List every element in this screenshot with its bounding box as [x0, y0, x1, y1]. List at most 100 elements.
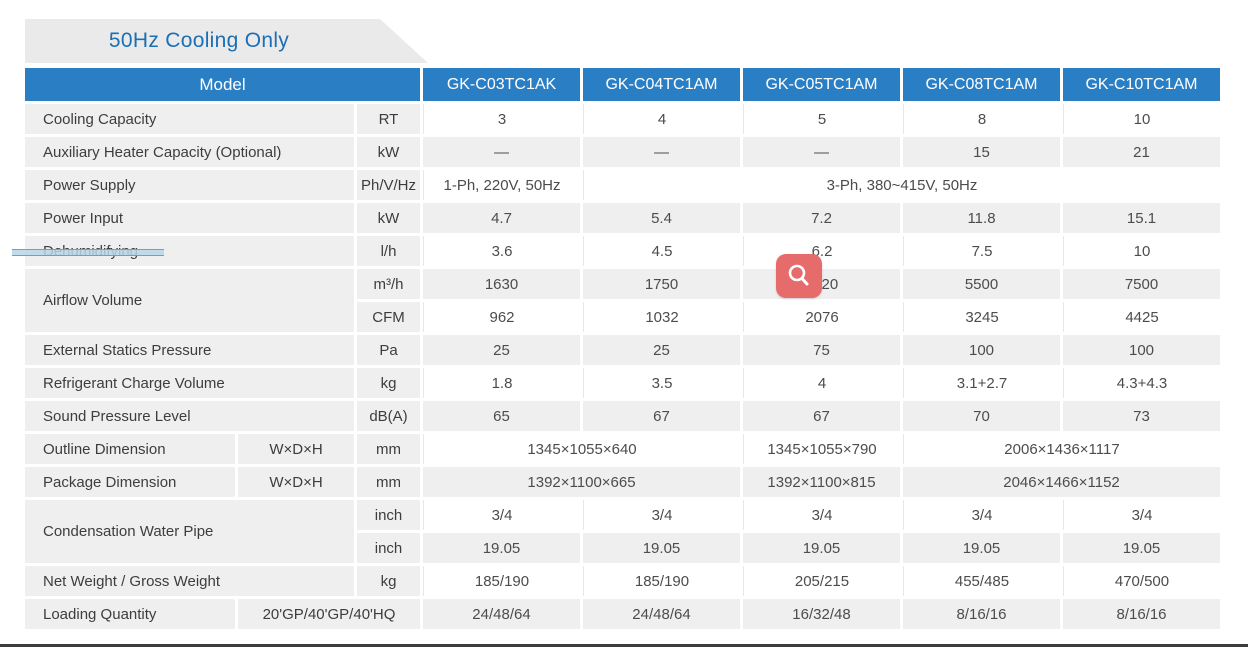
screenshot-bottom-edge	[0, 644, 1248, 647]
value-cell: 3/4	[423, 500, 580, 530]
spec-label: Cooling Capacity	[25, 104, 354, 134]
value-cell: 8/16/16	[1063, 599, 1220, 629]
value-cell: 4.5	[583, 236, 740, 266]
spec-row-cooling-capacity: Cooling Capacity RT 3 4 5 8 10	[25, 104, 1220, 134]
unit-cell: kW	[357, 203, 420, 233]
value-cell: 1750	[583, 269, 740, 299]
value-cell: 5.4	[583, 203, 740, 233]
value-cell: 1-Ph, 220V, 50Hz	[423, 170, 580, 200]
unit-cell: inch	[357, 533, 420, 563]
value-cell: 3.6	[423, 236, 580, 266]
spec-label: Net Weight / Gross Weight	[25, 566, 354, 596]
value-cell: 4	[583, 104, 740, 134]
value-cell: 1.8	[423, 368, 580, 398]
value-cell: 3/4	[743, 500, 900, 530]
spec-row-airflow-cfm: CFM 962 1032 2076 3245 4425	[25, 302, 1220, 332]
value-cell: 25	[583, 335, 740, 365]
spec-label: Package Dimension	[25, 467, 235, 497]
value-cell: 185/190	[423, 566, 580, 596]
spec-label: Condensation Water Pipe	[25, 500, 354, 563]
model-header-cell: Model	[25, 68, 420, 101]
value-cell: 4.3+4.3	[1063, 368, 1220, 398]
value-cell: 19.05	[583, 533, 740, 563]
value-cell: 24/48/64	[583, 599, 740, 629]
value-cell: 1345×1055×790	[743, 434, 900, 464]
value-cell: 65	[423, 401, 580, 431]
unit-cell: mm	[357, 434, 420, 464]
spec-row-external-static-pressure: External Statics Pressure Pa 25 25 75 10…	[25, 335, 1220, 365]
value-cell: 3245	[903, 302, 1060, 332]
value-cell: 1630	[423, 269, 580, 299]
spec-label: Loading Quantity	[25, 599, 235, 629]
value-cell: 3-Ph, 380~415V, 50Hz	[583, 170, 1220, 200]
spec-row-power-supply: Power Supply Ph/V/Hz 1-Ph, 220V, 50Hz 3-…	[25, 170, 1220, 200]
unit-cell: kg	[357, 566, 420, 596]
spec-label: External Statics Pressure	[25, 335, 354, 365]
model-column-header: GK-C04TC1AM	[583, 68, 740, 101]
value-cell: 75	[743, 335, 900, 365]
model-column-header: GK-C08TC1AM	[903, 68, 1060, 101]
unit-cell: Ph/V/Hz	[357, 170, 420, 200]
model-column-header: GK-C05TC1AM	[743, 68, 900, 101]
model-column-header: GK-C03TC1AK	[423, 68, 580, 101]
value-cell: 19.05	[903, 533, 1060, 563]
unit-cell: kg	[357, 368, 420, 398]
unit-cell: Pa	[357, 335, 420, 365]
value-cell: 3.5	[583, 368, 740, 398]
value-cell: 4425	[1063, 302, 1220, 332]
value-cell: 1392×1100×665	[423, 467, 740, 497]
spec-row-net-gross-weight: Net Weight / Gross Weight kg 185/190 185…	[25, 566, 1220, 596]
value-cell: 100	[1063, 335, 1220, 365]
zoom-button[interactable]	[776, 254, 822, 298]
value-cell: 67	[743, 401, 900, 431]
unit-cell: l/h	[357, 236, 420, 266]
spec-label: Power Supply	[25, 170, 354, 200]
value-cell: 1392×1100×815	[743, 467, 900, 497]
specification-table: Model GK-C03TC1AK GK-C04TC1AM GK-C05TC1A…	[22, 65, 1223, 632]
spec-row-package-dimension: Package Dimension W×D×H mm 1392×1100×665…	[25, 467, 1220, 497]
unit-cell: m³/h	[357, 269, 420, 299]
value-cell: 8/16/16	[903, 599, 1060, 629]
value-cell: 455/485	[903, 566, 1060, 596]
spec-row-refrigerant-charge: Refrigerant Charge Volume kg 1.8 3.5 4 3…	[25, 368, 1220, 398]
model-column-header: GK-C10TC1AM	[1063, 68, 1220, 101]
value-cell: 4.7	[423, 203, 580, 233]
value-cell: 962	[423, 302, 580, 332]
unit-cell: mm	[357, 467, 420, 497]
value-cell: 100	[903, 335, 1060, 365]
value-cell: 11.8	[903, 203, 1060, 233]
spec-label: Outline Dimension	[25, 434, 235, 464]
section-title: 50Hz Cooling Only	[108, 29, 290, 52]
value-cell: 1345×1055×640	[423, 434, 740, 464]
value-cell: 10	[1063, 104, 1220, 134]
value-cell: 19.05	[1063, 533, 1220, 563]
value-cell: 3/4	[1063, 500, 1220, 530]
strikethrough-annotation	[12, 249, 164, 256]
value-cell: 185/190	[583, 566, 740, 596]
value-cell: 73	[1063, 401, 1220, 431]
value-cell: 19.05	[423, 533, 580, 563]
value-cell: —	[743, 137, 900, 167]
value-cell: —	[583, 137, 740, 167]
spec-label: Auxiliary Heater Capacity (Optional)	[25, 137, 354, 167]
unit-cell: kW	[357, 137, 420, 167]
spec-row-power-input: Power Input kW 4.7 5.4 7.2 11.8 15.1	[25, 203, 1220, 233]
spec-row-dehumidifying: Dehumidifying l/h 3.6 4.5 6.2 7.5 10	[25, 236, 1220, 266]
value-cell: 15	[903, 137, 1060, 167]
unit-cell: RT	[357, 104, 420, 134]
spec-row-aux-heater: Auxiliary Heater Capacity (Optional) kW …	[25, 137, 1220, 167]
spec-label: Refrigerant Charge Volume	[25, 368, 354, 398]
unit-cell: CFM	[357, 302, 420, 332]
spec-label: Sound Pressure Level	[25, 401, 354, 431]
value-cell: 2046×1466×1152	[903, 467, 1220, 497]
spec-row-loading-quantity: Loading Quantity 20'GP/40'GP/40'HQ 24/48…	[25, 599, 1220, 629]
spec-label: Power Input	[25, 203, 354, 233]
value-cell: 8	[903, 104, 1060, 134]
value-cell: 10	[1063, 236, 1220, 266]
value-cell: 205/215	[743, 566, 900, 596]
spec-row-condensation-pipe-1: Condensation Water Pipe inch 3/4 3/4 3/4…	[25, 500, 1220, 563]
value-cell: 24/48/64	[423, 599, 580, 629]
spec-label: Airflow Volume	[25, 269, 354, 332]
value-cell: 5500	[903, 269, 1060, 299]
spec-row-outline-dimension: Outline Dimension W×D×H mm 1345×1055×640…	[25, 434, 1220, 464]
